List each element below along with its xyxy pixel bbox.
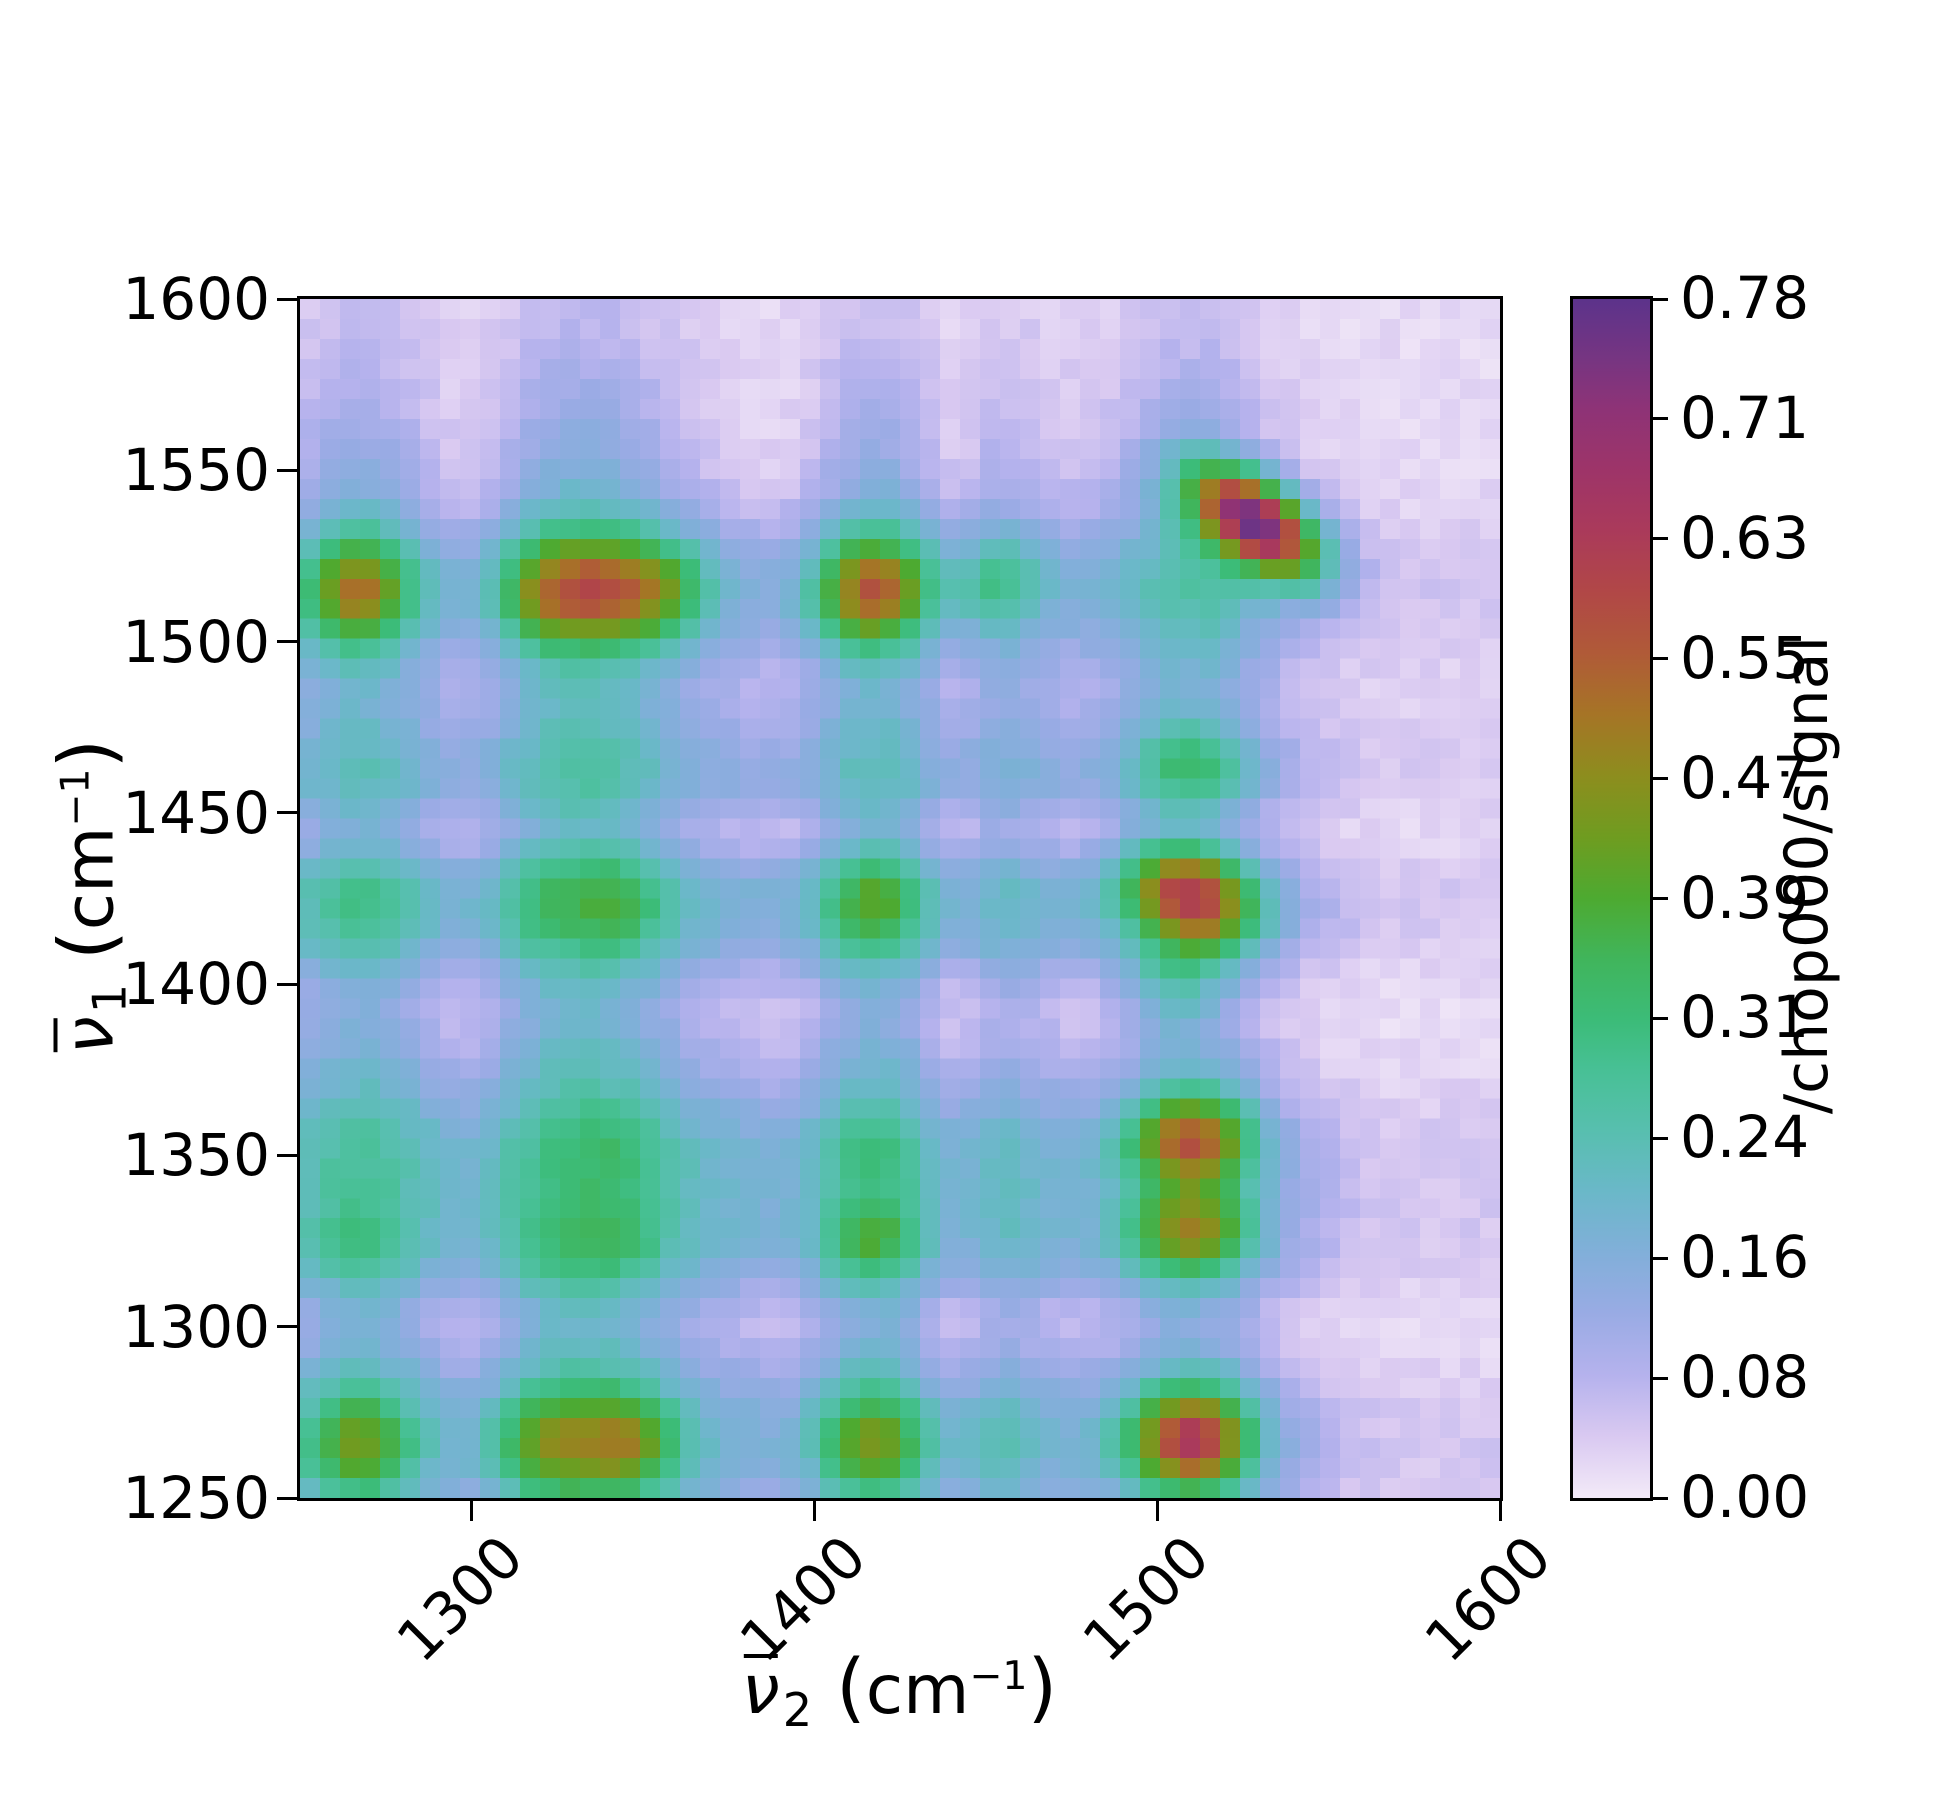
colorbar-tick-label: 0.39 xyxy=(1680,863,1810,932)
y-tick-label: 1450 xyxy=(122,778,270,847)
x-tick-mark xyxy=(812,1501,816,1521)
y-tick-mark xyxy=(277,1325,297,1329)
paren-open: ( xyxy=(41,930,131,960)
colorbar-tick-mark xyxy=(1650,297,1668,301)
unit-text: cm xyxy=(50,826,130,931)
y-tick-label: 1550 xyxy=(122,436,270,505)
nu-symbol: ν xyxy=(51,1013,130,1057)
colorbar-tick-label: 0.47 xyxy=(1680,743,1810,812)
x-tick-mark xyxy=(469,1501,473,1521)
x-tick-label: 1300 xyxy=(383,1522,537,1676)
colorbar-tick-label: 0.00 xyxy=(1680,1463,1810,1531)
y-tick-mark xyxy=(277,297,297,301)
macron-bar xyxy=(53,1018,58,1052)
y-tick-label: 1250 xyxy=(122,1464,270,1532)
colorbar-tick-mark xyxy=(1650,657,1668,661)
paren-open: ( xyxy=(836,1642,866,1731)
axis-subscript: 1 xyxy=(82,983,137,1014)
y-tick-label: 1500 xyxy=(122,607,270,676)
y-tick-label: 1350 xyxy=(122,1121,270,1190)
colorbar-tick-mark xyxy=(1650,537,1668,541)
nu-symbol: ν xyxy=(739,1651,783,1730)
unit-text: cm xyxy=(865,1651,970,1730)
colorbar-tick-mark xyxy=(1650,1016,1668,1020)
colorbar-tick-mark xyxy=(1650,897,1668,900)
y-tick-label: 1300 xyxy=(122,1292,270,1361)
unit-exponent: −1 xyxy=(969,1653,1028,1700)
x-tick-mark xyxy=(1498,1501,1502,1521)
y-tick-mark xyxy=(277,811,297,815)
x-tick-label: 1500 xyxy=(1069,1522,1222,1676)
y-tick-mark xyxy=(277,640,297,644)
colorbar-tick-mark xyxy=(1650,1376,1668,1380)
colorbar-tick-label: 0.16 xyxy=(1680,1223,1810,1292)
y-tick-mark xyxy=(277,1153,297,1157)
colorbar-tick-mark xyxy=(1650,1136,1668,1140)
y-axis-label: ν 1 (cm−1) xyxy=(41,738,137,1057)
colorbar-tick-mark xyxy=(1650,1256,1668,1260)
colorbar-tick-label: 0.55 xyxy=(1680,623,1810,692)
paren-close: ) xyxy=(41,738,131,769)
nu-glyph: ν xyxy=(50,1016,130,1055)
nu-glyph: ν xyxy=(741,1651,780,1730)
colorbar-tick-mark xyxy=(1650,1496,1668,1500)
heatmap-canvas xyxy=(300,299,1500,1498)
heatmap-plot-area xyxy=(297,296,1503,1501)
y-tick-label: 1600 xyxy=(122,265,270,333)
colorbar-tick-label: 0.78 xyxy=(1680,264,1810,332)
axis-subscript: 2 xyxy=(782,1682,813,1737)
colorbar xyxy=(1570,296,1653,1501)
colorbar-label: /chop000/signal xyxy=(1772,635,1842,1115)
colorbar-tick-label: 0.08 xyxy=(1680,1343,1810,1412)
y-tick-label: 1400 xyxy=(122,950,270,1019)
x-axis-label: ν 2 (cm−1) xyxy=(739,1642,1058,1737)
x-tick-mark xyxy=(1155,1501,1159,1521)
colorbar-tick-mark xyxy=(1650,777,1668,781)
paren-close: ) xyxy=(1027,1642,1058,1731)
unit-exponent: −1 xyxy=(52,768,99,827)
y-tick-mark xyxy=(277,1496,297,1500)
y-tick-mark xyxy=(277,982,297,986)
macron-bar xyxy=(744,1654,778,1658)
x-tick-label: 1600 xyxy=(1412,1522,1565,1676)
colorbar-tick-label: 0.24 xyxy=(1680,1103,1810,1172)
colorbar-tick-mark xyxy=(1650,417,1668,421)
y-tick-mark xyxy=(277,468,297,472)
colorbar-tick-label: 0.71 xyxy=(1680,383,1810,452)
colorbar-tick-label: 0.31 xyxy=(1680,983,1810,1052)
colorbar-tick-label: 0.63 xyxy=(1680,503,1810,572)
